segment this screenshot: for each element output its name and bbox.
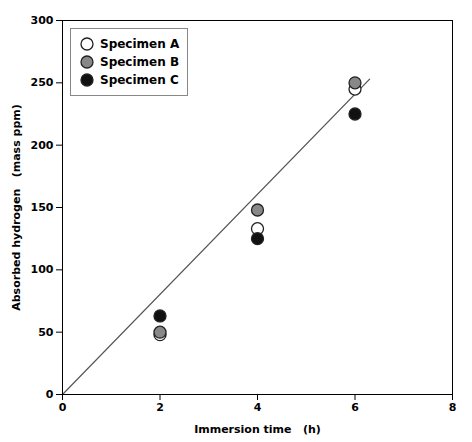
svg-text:50: 50 [38,326,54,339]
html-text:Specimen C: Specimen C [100,73,179,87]
svg-text:Immersion time (h): Immersion time (h) [194,423,321,436]
svg-text:100: 100 [31,263,54,276]
html-text:Specimen A: Specimen A [100,37,180,51]
svg-text:8: 8 [449,401,457,414]
html-text:Specimen B: Specimen B [100,55,180,69]
svg-text:0: 0 [59,401,67,414]
svg-text:0: 0 [46,388,54,401]
svg-text:150: 150 [31,201,54,214]
svg-text:300: 300 [31,14,54,27]
svg-text:2: 2 [156,401,164,414]
svg-text:6: 6 [351,401,359,414]
svg-text:Absorbed hydrogen (mass ppm): Absorbed hydrogen (mass ppm) [10,104,23,311]
svg-text:4: 4 [254,401,262,414]
svg-text:250: 250 [31,76,54,89]
svg-text:200: 200 [31,139,54,152]
